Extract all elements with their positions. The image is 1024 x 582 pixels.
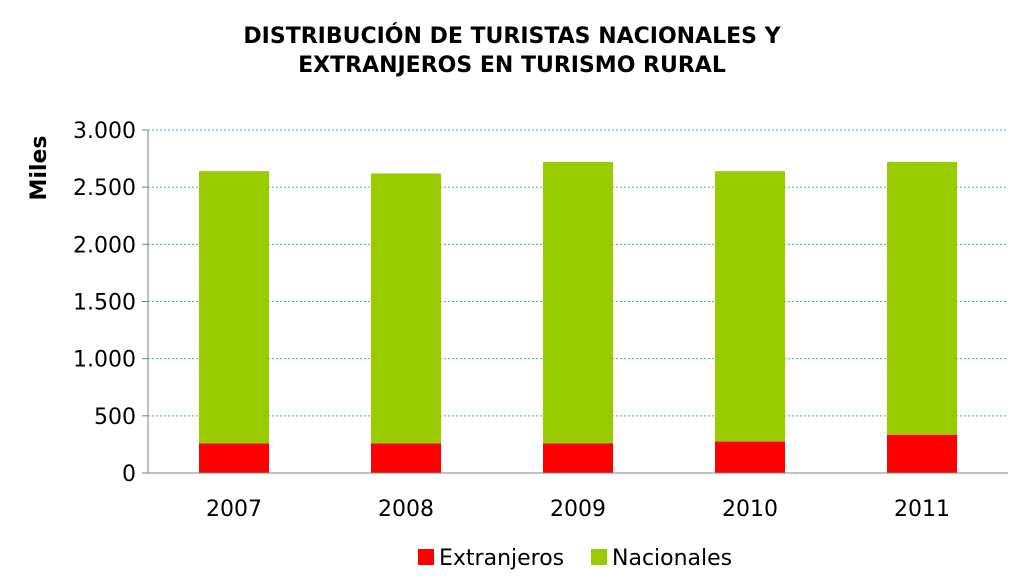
x-tick-label: 2011 [894,497,950,522]
y-tick-label: 1.500 [73,291,136,316]
x-tick-label: 2010 [722,497,778,522]
y-tick-label: 1.000 [73,348,136,373]
bar-nacionales-2008 [371,173,441,444]
chart-title-line-1: DISTRIBUCIÓN DE TURISTAS NACIONALES Y [243,24,781,49]
bar-nacionales-2009 [543,162,613,444]
y-tick-label: 2.000 [73,233,136,258]
y-tick-label: 3.000 [73,119,136,144]
bar-nacionales-2007 [199,171,269,444]
legend: Extranjeros Nacionales [418,546,732,571]
x-tick-label: 2007 [206,497,262,522]
bars [199,162,957,473]
chart-title-line-2: EXTRANJEROS EN TURISMO RURAL [298,53,726,78]
legend-label-extranjeros: Extranjeros [439,546,564,571]
chart-title: DISTRIBUCIÓN DE TURISTAS NACIONALES Y EX… [0,22,1024,80]
y-tick-label: 2.500 [73,176,136,201]
legend-swatch-nacionales [591,549,607,565]
x-tick-label: 2008 [378,497,434,522]
axes: 0 500 1.000 1.500 2.000 2.500 3.000 2007 2008 200… [73,119,1008,522]
bar-extranjeros-2007 [199,443,269,473]
bar-nacionales-2011 [887,162,957,435]
y-axis-label: Miles [27,136,52,201]
bar-extranjeros-2011 [887,434,957,473]
bar-extranjeros-2008 [371,443,441,473]
x-tick-label: 2009 [550,497,606,522]
bar-nacionales-2010 [715,171,785,442]
legend-swatch-extranjeros [418,549,434,565]
y-tick-label: 500 [94,405,136,430]
legend-label-nacionales: Nacionales [612,546,732,571]
bar-extranjeros-2010 [715,441,785,473]
bar-extranjeros-2009 [543,443,613,473]
y-tick-label: 0 [122,462,136,487]
